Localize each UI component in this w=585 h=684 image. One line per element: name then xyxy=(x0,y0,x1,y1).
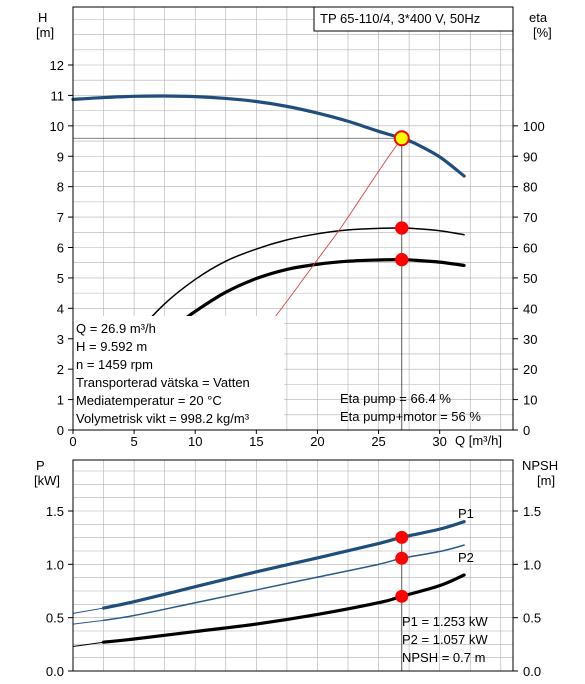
efficiency-info-line: Eta pump+motor = 56 % xyxy=(340,409,481,424)
upper-right-tick-label: 0 xyxy=(523,423,530,438)
upper-left-tick-label: 2 xyxy=(57,362,64,377)
eta-pump-motor-curve xyxy=(181,258,466,323)
lower-curves xyxy=(72,520,466,671)
operating-info-line: Transporterad vätska = Vatten xyxy=(76,375,250,390)
lower-left-axis-label-line1: P xyxy=(36,458,45,473)
chart-title: TP 65-110/4, 3*400 V, 50Hz xyxy=(320,11,480,26)
lower-left-tick-label: 1.0 xyxy=(46,557,64,572)
power-info-line: P1 = 1.253 kW xyxy=(402,614,488,629)
lower-ticks: 0.0 0.5 1.0 1.5 0.0 0.5 1.0 1.5 xyxy=(46,504,541,679)
upper-curves xyxy=(71,94,466,430)
upper-left-tick-label: 9 xyxy=(57,149,64,164)
lower-left-tick-label: 0.5 xyxy=(46,611,64,626)
lower-operating-point xyxy=(395,551,409,565)
operating-info-line: Volymetrisk vikt = 998.2 kg/m³ xyxy=(76,411,250,426)
lower-plot-frame xyxy=(72,459,514,672)
lower-operating-point xyxy=(395,589,409,603)
power-info-line: NPSH = 0.7 m xyxy=(402,650,485,665)
upper-right-tick-label: 100 xyxy=(523,119,545,134)
upper-left-tick-label: 4 xyxy=(57,301,64,316)
upper-x-tick-label: 20 xyxy=(310,434,324,449)
upper-left-tick-label: 0 xyxy=(57,423,64,438)
efficiency-info-line: Eta pump = 66.4 % xyxy=(340,391,451,406)
upper-right-axis-label-line2: [%] xyxy=(533,25,552,40)
lower-right-tick-label: 0.5 xyxy=(523,611,541,626)
operating-info-line: Q = 26.9 m³/h xyxy=(76,321,156,336)
upper-x-tick-label: 25 xyxy=(371,434,385,449)
upper-left-tick-label: 1 xyxy=(57,393,64,408)
title-box xyxy=(313,6,514,32)
lower-left-tick-label: 1.5 xyxy=(46,504,64,519)
lower-right-axis-label-line1: NPSH xyxy=(522,458,558,473)
p2-curve xyxy=(102,544,465,622)
info-box xyxy=(74,316,284,429)
p1-curve xyxy=(101,520,466,610)
power-info-line: P2 = 1.057 kW xyxy=(402,632,488,647)
upper-left-tick-label: 12 xyxy=(50,58,64,73)
lower-right-tick-label: 0.0 xyxy=(523,664,541,679)
upper-right-tick-label: 90 xyxy=(523,149,537,164)
upper-left-tick-label: 5 xyxy=(57,271,64,286)
upper-right-axis-label-line1: eta xyxy=(529,10,548,25)
upper-right-tick-label: 80 xyxy=(523,180,537,195)
upper-right-tick-label: 50 xyxy=(523,271,537,286)
upper-left-tick-label: 8 xyxy=(57,180,64,195)
upper-x-tick-label: 5 xyxy=(130,434,137,449)
upper-x-axis-label: Q [m³/h] xyxy=(455,433,502,448)
npsh-curve xyxy=(101,573,466,644)
upper-x-tick-label: 10 xyxy=(188,434,202,449)
lower-right-axis-label-line2: [m] xyxy=(537,473,555,488)
p2-curve-extension xyxy=(72,619,104,625)
upper-left-axis-label-line2: [m] xyxy=(36,25,54,40)
p1-series-label: P1 xyxy=(458,506,474,521)
power-info: P1 = 1.253 kW P2 = 1.057 kW NPSH = 0.7 m xyxy=(402,614,488,665)
lower-right-tick-label: 1.0 xyxy=(523,557,541,572)
p1-curve-extension xyxy=(72,607,104,614)
upper-plot-frame xyxy=(72,6,514,431)
lower-chart: 0.0 0.5 1.0 1.5 0.0 0.5 1.0 1.5 P [kW] NPSH [m]… xyxy=(34,458,558,679)
eta-operating-point xyxy=(395,221,409,235)
upper-left-tick-label: 6 xyxy=(57,241,64,256)
upper-x-tick-label: 15 xyxy=(249,434,263,449)
upper-left-tick-label: 10 xyxy=(50,119,64,134)
lower-right-tick-label: 1.5 xyxy=(523,504,541,519)
lower-left-tick-label: 0.0 xyxy=(46,664,64,679)
head-extension-curve xyxy=(72,97,105,100)
operating-info: Q = 26.9 m³/h H = 9.592 m n = 1459 rpm Tran… xyxy=(76,321,250,426)
upper-x-tick-label: 30 xyxy=(432,434,446,449)
eta-pump-curve xyxy=(133,227,465,337)
efficiency-info: Eta pump = 66.4 % Eta pump+motor = 56 % xyxy=(340,391,481,424)
lower-left-axis-label-line2: [kW] xyxy=(34,473,60,488)
upper-left-tick-label: 11 xyxy=(51,88,65,103)
head-curve xyxy=(71,94,466,178)
npsh-curve-extension xyxy=(72,641,104,647)
eta-operating-point xyxy=(395,252,409,267)
upper-right-tick-label: 70 xyxy=(523,210,537,225)
upper-left-tick-label: 7 xyxy=(57,210,64,225)
upper-right-tick-label: 20 xyxy=(523,362,537,377)
upper-right-tick-label: 60 xyxy=(523,241,537,256)
operating-info-line: H = 9.592 m xyxy=(76,339,147,354)
head-operating-point xyxy=(393,130,410,147)
p2-series-label: P2 xyxy=(458,550,474,565)
upper-left-axis-label-line1: H xyxy=(38,10,47,25)
upper-right-tick-label: 10 xyxy=(523,393,537,408)
upper-right-tick-label: 30 xyxy=(523,332,537,347)
operating-info-line: n = 1459 rpm xyxy=(76,357,153,372)
upper-left-tick-label: 3 xyxy=(57,332,64,347)
upper-right-tick-label: 40 xyxy=(523,301,537,316)
operating-info-line: Mediatemperatur = 20 °C xyxy=(76,393,222,408)
upper-x-tick-label: 0 xyxy=(69,434,76,449)
lower-operating-point xyxy=(395,530,409,544)
system-curve xyxy=(274,137,403,318)
